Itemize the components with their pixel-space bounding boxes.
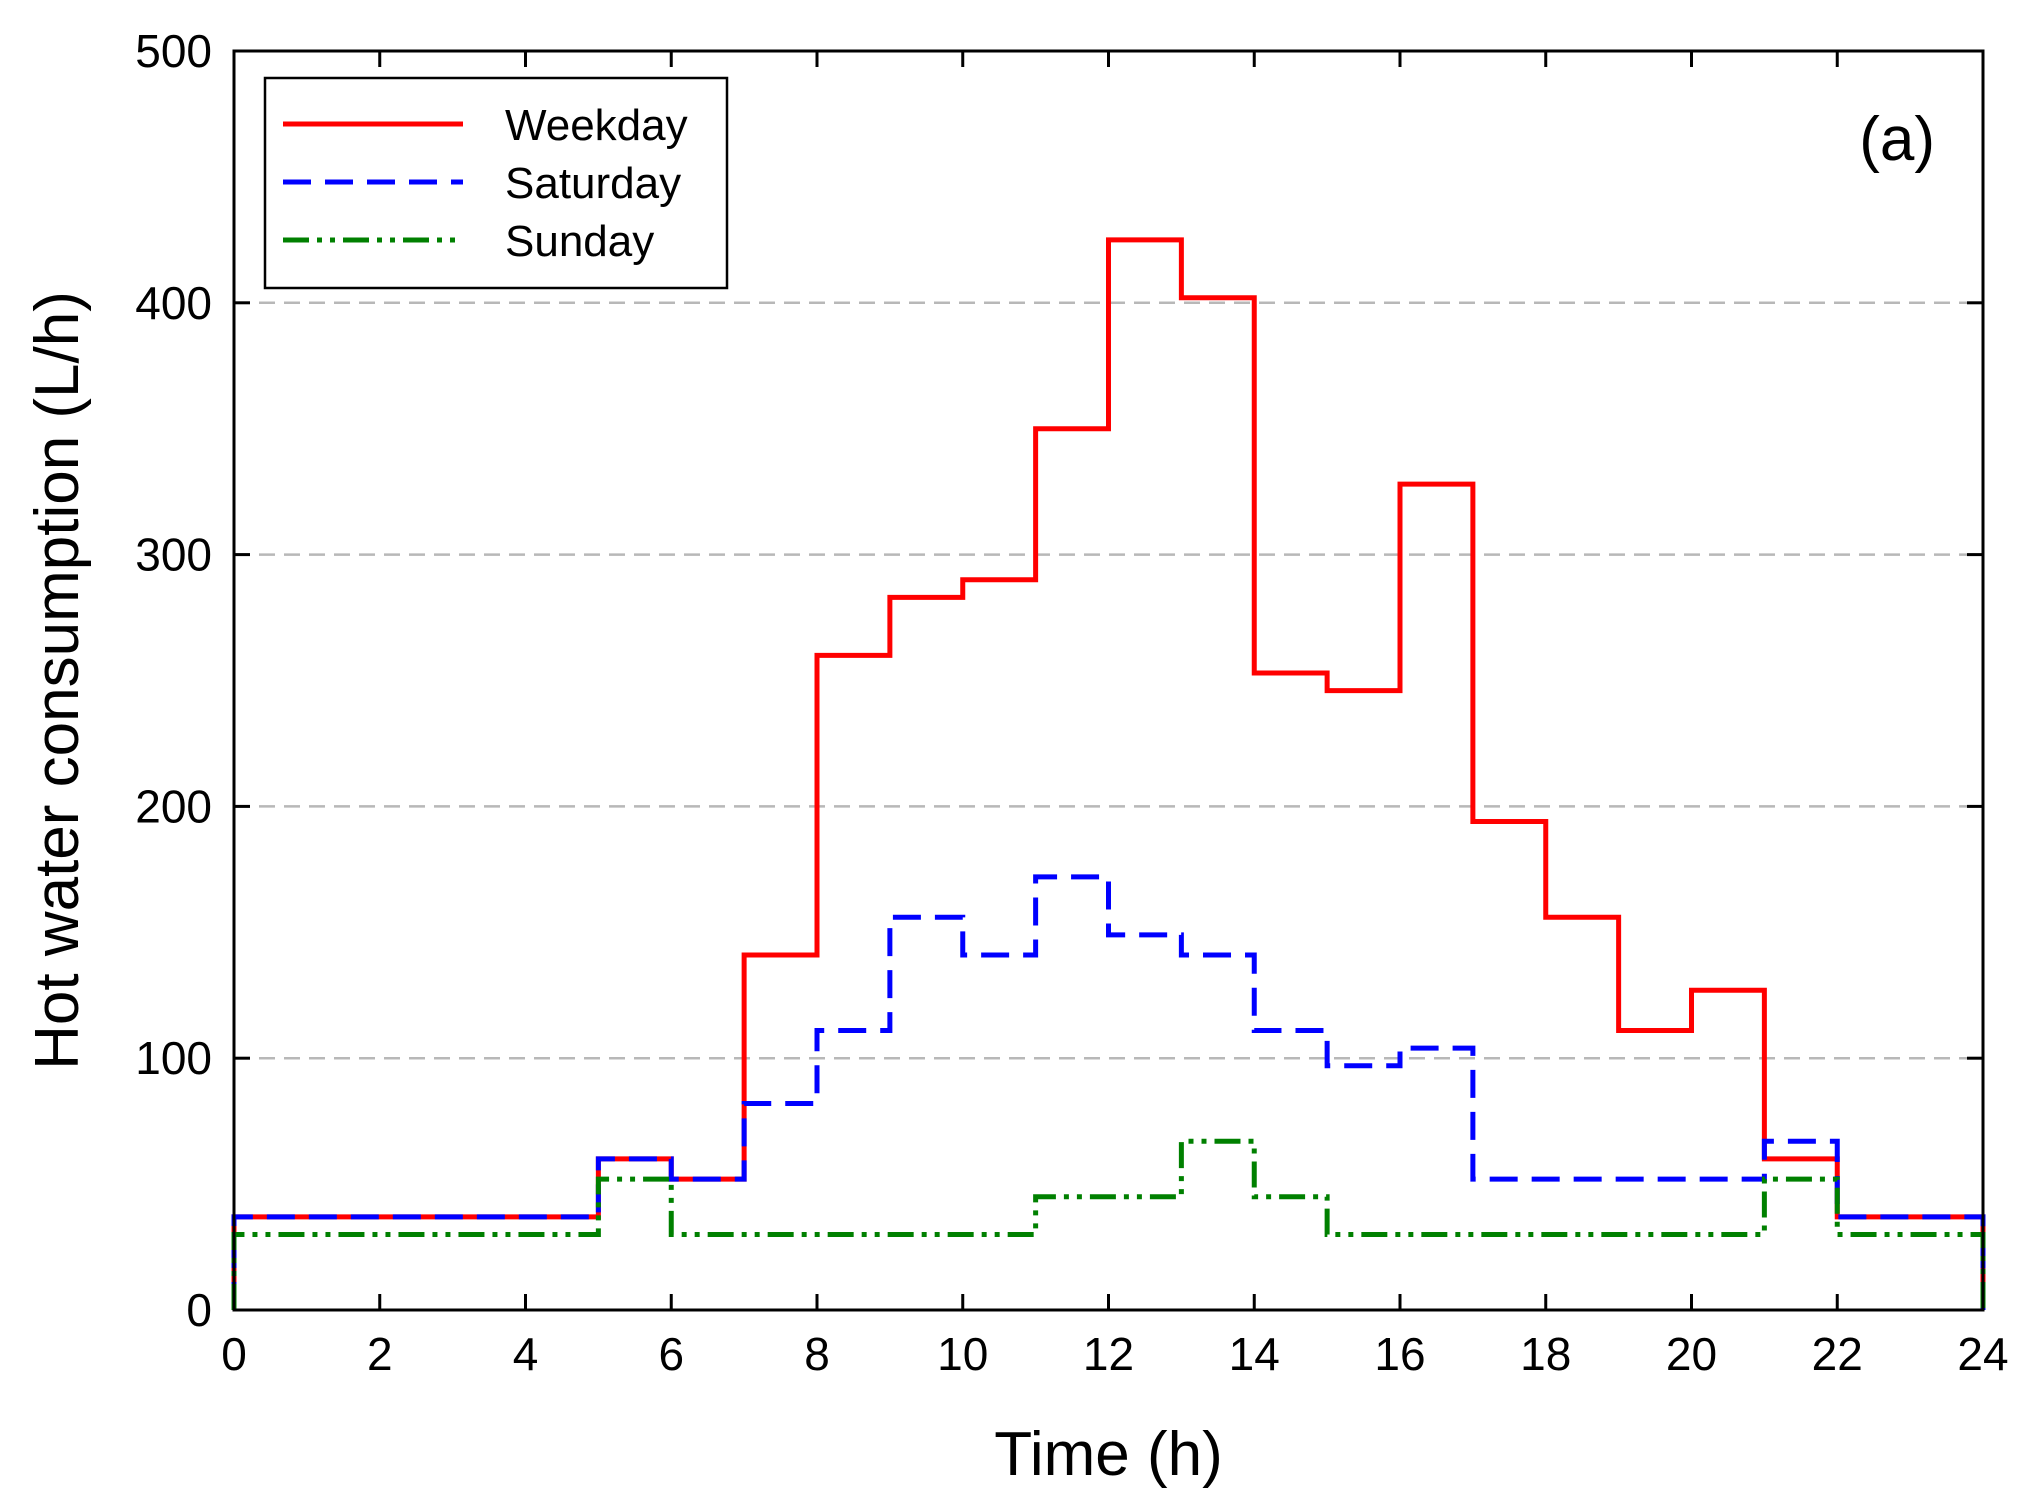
legend-label-weekday: Weekday: [505, 101, 688, 150]
y-tick-label-0: 0: [186, 1284, 212, 1336]
x-tick-label-4: 4: [513, 1328, 539, 1380]
series-line-sunday: [231, 1138, 1986, 1310]
x-tick-label-14: 14: [1229, 1328, 1280, 1380]
y-tick-label-100: 100: [135, 1032, 212, 1084]
series-line-saturday: [231, 874, 1986, 1310]
x-tick-label-0: 0: [221, 1328, 247, 1380]
x-tick-label-24: 24: [1957, 1328, 2008, 1380]
x-tick-label-8: 8: [804, 1328, 830, 1380]
x-tick-label-12: 12: [1083, 1328, 1134, 1380]
y-tick-label-300: 300: [135, 529, 212, 581]
series-lines: [231, 237, 1986, 1310]
y-tick-label-200: 200: [135, 780, 212, 832]
series-line-weekday: [231, 237, 1986, 1310]
y-tick-label-500: 500: [135, 25, 212, 77]
x-tick-label-18: 18: [1520, 1328, 1571, 1380]
legend-label-saturday: Saturday: [505, 159, 681, 208]
panel-label: (a): [1859, 105, 1935, 174]
x-axis-title: Time (h): [994, 1420, 1222, 1489]
x-tick-label-2: 2: [367, 1328, 393, 1380]
x-tick-label-22: 22: [1812, 1328, 1863, 1380]
x-tick-label-6: 6: [658, 1328, 684, 1380]
y-tick-label-400: 400: [135, 277, 212, 329]
y-axis-title: Hot water consumption (L/h): [23, 291, 92, 1070]
x-tick-label-10: 10: [937, 1328, 988, 1380]
legend-label-sunday: Sunday: [505, 217, 654, 266]
x-tick-label-20: 20: [1666, 1328, 1717, 1380]
x-tick-label-16: 16: [1374, 1328, 1425, 1380]
grid-lines: [234, 301, 1983, 1060]
legend: Weekday Saturday Sunday: [263, 76, 729, 290]
